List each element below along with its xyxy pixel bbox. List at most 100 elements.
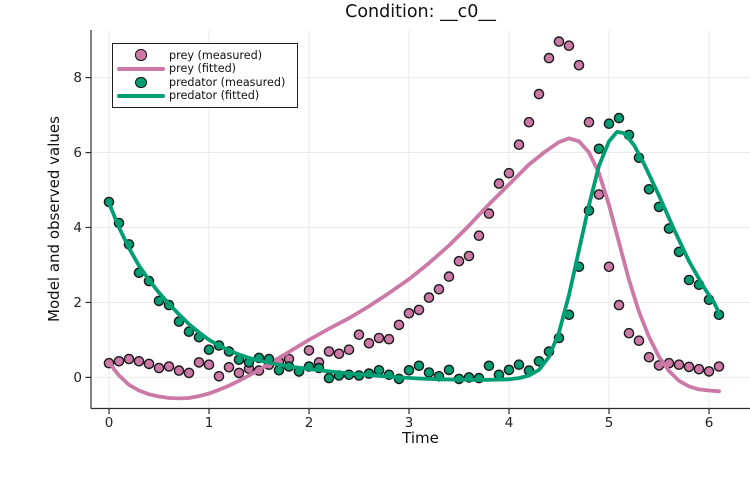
prey-line-swatch-icon <box>117 66 165 71</box>
predator-measured-points <box>103 112 725 385</box>
y-tick-label: 0 <box>73 370 82 386</box>
predator-point <box>603 118 615 129</box>
prey-point <box>473 230 485 241</box>
predator-point <box>403 364 415 376</box>
legend-swatch <box>113 66 169 71</box>
predator-point <box>153 295 165 307</box>
predator-point <box>183 326 195 338</box>
prey-point <box>393 319 405 331</box>
y-tick-label: 8 <box>73 70 82 86</box>
prey-point <box>163 361 175 372</box>
prey-point <box>323 346 335 357</box>
predator-point <box>513 359 525 371</box>
prey-point <box>123 353 135 365</box>
y-tick-label: 4 <box>73 220 82 236</box>
prey-point <box>153 362 165 374</box>
chart-title: Condition: __c0__ <box>345 2 496 22</box>
prey-point <box>593 189 605 200</box>
predator-point <box>593 143 605 155</box>
prey-point <box>233 367 245 379</box>
legend-label: predator (fitted) <box>169 89 260 103</box>
prey-point <box>493 178 505 189</box>
prey-point <box>433 283 445 295</box>
predator-point <box>373 364 385 376</box>
legend-item: predator (fitted) <box>113 89 297 103</box>
prey-marker-swatch-icon <box>135 49 147 61</box>
prey-point <box>373 332 385 344</box>
prey-point <box>573 59 585 71</box>
prey-point <box>563 40 575 52</box>
prey-point <box>463 250 475 262</box>
predator-point <box>443 364 455 376</box>
prey-point <box>353 329 365 341</box>
predator-point <box>503 364 515 376</box>
legend-swatch <box>113 49 169 61</box>
prey-point <box>503 167 515 179</box>
predator-point <box>613 112 625 124</box>
tick-labels: 0 1 2 3 4 5 6 0 2 4 6 8 <box>73 70 713 431</box>
prey-point <box>613 299 625 311</box>
predator-point <box>423 367 435 378</box>
prey-point <box>693 363 705 375</box>
legend-item: prey (fitted) <box>113 62 297 76</box>
prey-point <box>683 361 695 373</box>
legend-swatch <box>113 76 169 89</box>
prey-point <box>343 344 355 356</box>
prey-point <box>213 370 225 382</box>
x-tick-label: 5 <box>605 415 614 431</box>
prey-point <box>553 36 565 47</box>
predator-point <box>323 372 335 384</box>
prey-point <box>633 335 645 347</box>
legend-item: predator (measured) <box>113 76 297 90</box>
prey-point <box>183 367 195 379</box>
predator-marker-swatch-icon <box>135 76 147 89</box>
prey-point <box>203 359 215 371</box>
prey-point <box>583 116 595 128</box>
x-axis-label: Time <box>402 429 439 447</box>
prey-point <box>173 365 185 376</box>
predator-point <box>203 344 215 356</box>
prey-point <box>703 366 715 377</box>
prey-point <box>133 355 145 367</box>
predator-point <box>413 360 425 372</box>
prey-point <box>523 116 535 128</box>
prey-point <box>443 271 455 282</box>
prey-point <box>193 357 205 368</box>
prey-point <box>303 345 315 356</box>
prey-point <box>423 292 435 303</box>
prey-point <box>383 333 395 345</box>
y-tick-label: 2 <box>73 295 82 311</box>
prey-point <box>113 355 125 367</box>
prey-point <box>413 304 425 316</box>
prey-point <box>643 351 655 363</box>
legend-label: prey (measured) <box>169 48 263 62</box>
prey-point <box>673 359 685 371</box>
axes <box>85 30 750 414</box>
legend-label: prey (fitted) <box>169 62 237 76</box>
prey-point <box>603 261 615 273</box>
x-tick-label: 0 <box>105 415 114 431</box>
predator-point <box>643 183 655 195</box>
x-tick-label: 6 <box>705 415 714 431</box>
prey-point <box>513 139 525 150</box>
x-tick-label: 2 <box>305 415 314 431</box>
prey-point <box>453 255 465 267</box>
y-tick-label: 6 <box>73 145 82 161</box>
x-tick-label: 1 <box>205 415 214 431</box>
predator-fitted-line <box>107 129 721 382</box>
prey-point <box>363 337 375 349</box>
prey-point <box>483 208 495 219</box>
predator-point <box>683 274 695 286</box>
prey-point <box>333 348 345 360</box>
data-series <box>103 36 725 401</box>
x-tick-label: 3 <box>405 415 414 431</box>
prey-point <box>223 361 235 373</box>
prey-point <box>143 358 155 370</box>
predator-point <box>483 360 495 372</box>
legend-swatch <box>113 93 169 98</box>
legend: prey (measured) prey (fitted) predator (me… <box>112 43 298 108</box>
predator-line-swatch-icon <box>117 93 165 98</box>
prey-point <box>623 327 635 339</box>
